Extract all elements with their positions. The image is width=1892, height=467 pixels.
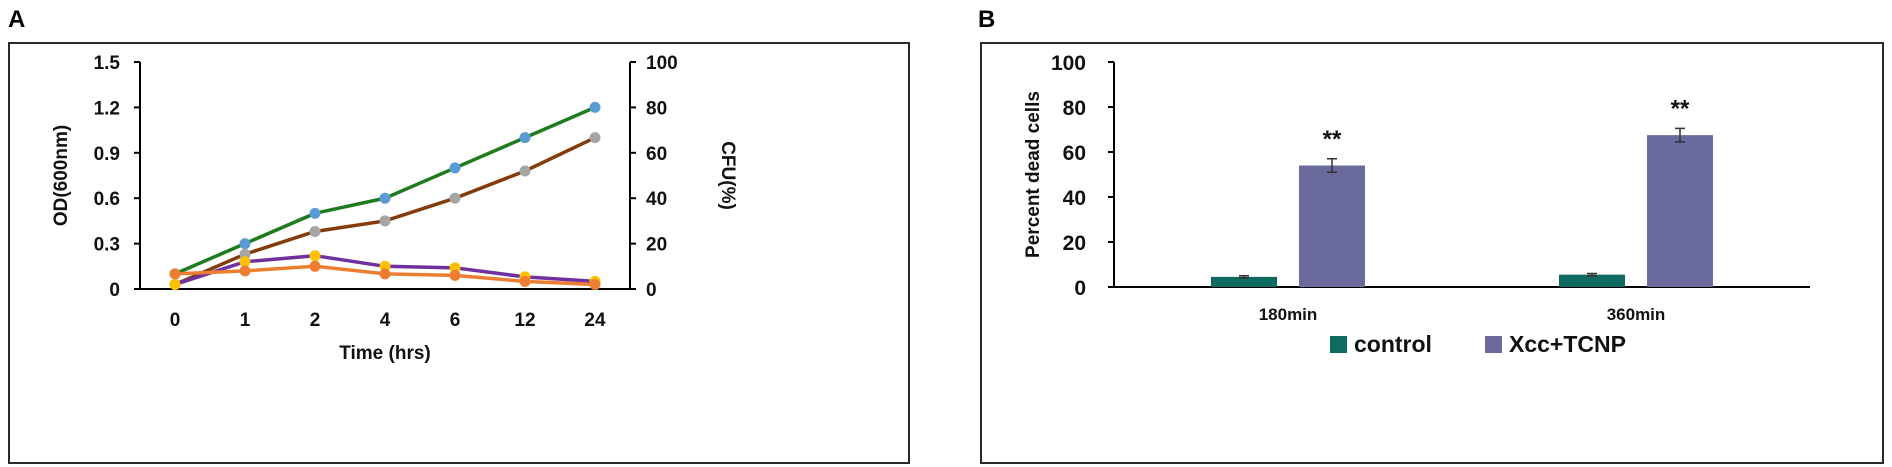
x-tick-label: 24: [584, 310, 606, 331]
data-point: [519, 275, 531, 287]
panel-a-letter: A: [8, 6, 26, 33]
y2-tick-label: 80: [646, 98, 667, 119]
data-point: [239, 265, 251, 277]
bar: [1299, 165, 1365, 287]
data-point: [519, 165, 531, 177]
bar: [1647, 135, 1713, 287]
y-tick-label: 100: [1051, 52, 1086, 75]
panel-b-frame: 0 20 40 60 80 100 Percent dead cells ** 180min **…: [980, 42, 1884, 464]
x-tick-label: 4: [380, 310, 391, 331]
y-tick-label: 0.3: [94, 235, 120, 256]
legend-swatch: [1330, 336, 1347, 353]
panel-a-frame: 0 0.3 0.6 0.9 1.2 1.5 0 20 40 60 80 100 0 1 2 4 6 12 24 Tim…: [8, 42, 910, 464]
data-point: [239, 248, 251, 260]
y-tick-label: 0.9: [94, 144, 120, 165]
y-tick-label: 1.5: [94, 53, 121, 74]
data-point: [589, 132, 601, 144]
y2-tick-label: 0: [646, 280, 657, 301]
x-tick-label: 360min: [1607, 305, 1666, 324]
y2-axis-title: CFU(%): [717, 141, 738, 210]
data-point: [379, 260, 391, 272]
data-point: [589, 101, 601, 113]
y-axis-title: Percent dead cells: [1023, 91, 1044, 258]
x-tick-label: 6: [450, 310, 461, 331]
panel-b-letter: B: [978, 6, 996, 33]
y-tick-label: 1.2: [94, 98, 120, 119]
data-point: [379, 192, 391, 204]
y2-tick-label: 100: [646, 53, 678, 74]
data-point: [309, 207, 321, 219]
data-point: [379, 268, 391, 280]
y-tick-label: 0: [1074, 277, 1086, 300]
series-line: [174, 105, 596, 276]
data-point: [169, 268, 181, 280]
significance-marker: **: [1671, 95, 1690, 122]
y2-tick-label: 20: [646, 235, 667, 256]
data-point: [309, 225, 321, 237]
y-tick-label: 40: [1063, 187, 1086, 210]
y2-tick-label: 40: [646, 189, 667, 210]
x-tick-label: 180min: [1259, 305, 1318, 324]
y-tick-label: 20: [1063, 232, 1086, 255]
bar-chart: 0 20 40 60 80 100 Percent dead cells ** 180min **…: [1023, 52, 1810, 357]
x-tick-label: 1: [240, 310, 251, 331]
data-point: [519, 132, 531, 144]
data-point: [239, 256, 251, 268]
y-tick-label: 0: [109, 280, 120, 301]
y-axis-title: OD(600nm): [51, 125, 72, 226]
y-tick-label: 0.6: [94, 189, 120, 210]
x-tick-label: 2: [310, 310, 321, 331]
data-point: [169, 278, 181, 290]
data-point: [449, 269, 461, 281]
x-axis-title: Time (hrs): [339, 343, 431, 364]
data-point: [449, 162, 461, 174]
legend-label: control: [1354, 331, 1432, 357]
data-point: [589, 278, 601, 290]
legend-swatch: [1485, 336, 1502, 353]
significance-marker: **: [1323, 126, 1342, 153]
data-point: [449, 262, 461, 274]
data-point: [239, 238, 251, 250]
y2-tick-label: 60: [646, 144, 667, 165]
y-tick-label: 60: [1063, 142, 1086, 165]
data-point: [379, 215, 391, 227]
legend-label: Xcc+TCNP: [1509, 331, 1626, 357]
x-tick-label: 12: [514, 310, 535, 331]
x-tick-label: 0: [170, 310, 181, 331]
bar: [1211, 276, 1277, 287]
data-point: [309, 260, 321, 272]
y-tick-label: 80: [1063, 97, 1086, 120]
data-point: [449, 192, 461, 204]
data-point: [309, 250, 321, 262]
bar: [1559, 274, 1625, 287]
